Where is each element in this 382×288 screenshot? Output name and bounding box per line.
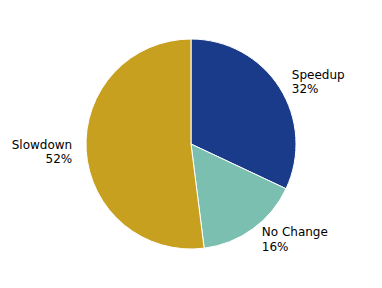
- chart: Speedup32% No Change16% Slowdown52%: [0, 0, 382, 288]
- value-label: 32%: [292, 82, 319, 96]
- category-label: No Change: [262, 225, 328, 239]
- slices: [86, 39, 296, 249]
- slice-label: Speedup32%: [292, 68, 345, 96]
- slice-label: No Change16%: [262, 225, 328, 253]
- value-label: 52%: [46, 152, 73, 166]
- pie: Speedup32% No Change16% Slowdown52%: [12, 39, 345, 254]
- category-label: Slowdown: [12, 138, 73, 152]
- slice: [86, 39, 204, 249]
- slice-label: Slowdown52%: [12, 138, 73, 166]
- category-label: Speedup: [292, 68, 345, 82]
- value-label: 16%: [262, 240, 289, 254]
- labels: Speedup32% No Change16% Slowdown52%: [12, 68, 345, 254]
